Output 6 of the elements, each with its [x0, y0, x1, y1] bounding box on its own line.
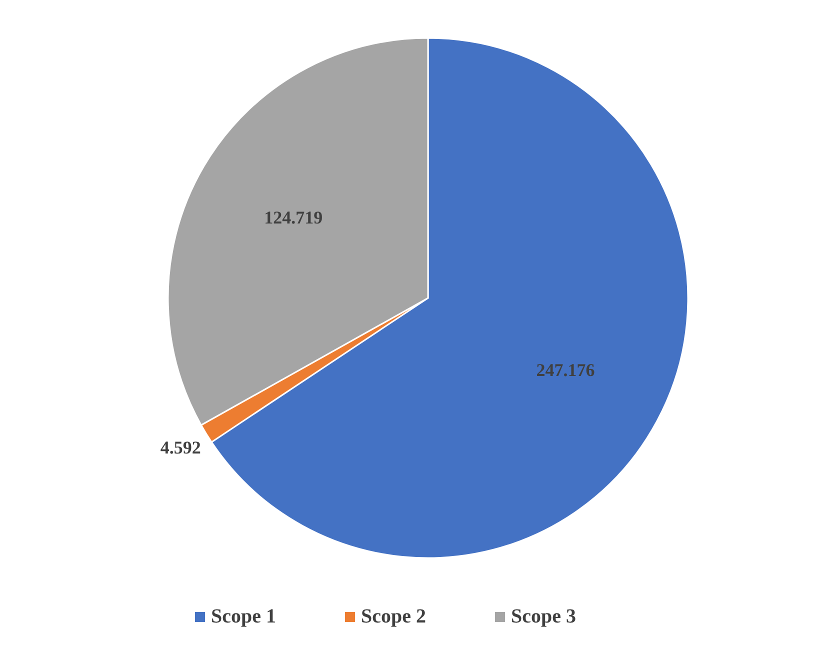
legend-label: Scope 2 — [361, 606, 426, 628]
data-label: 124.719 — [264, 207, 323, 228]
legend-label: Scope 1 — [211, 606, 276, 628]
data-label: 247.176 — [536, 360, 595, 380]
data-label: 4.592 — [160, 437, 201, 458]
legend-label: Scope 3 — [511, 606, 576, 628]
